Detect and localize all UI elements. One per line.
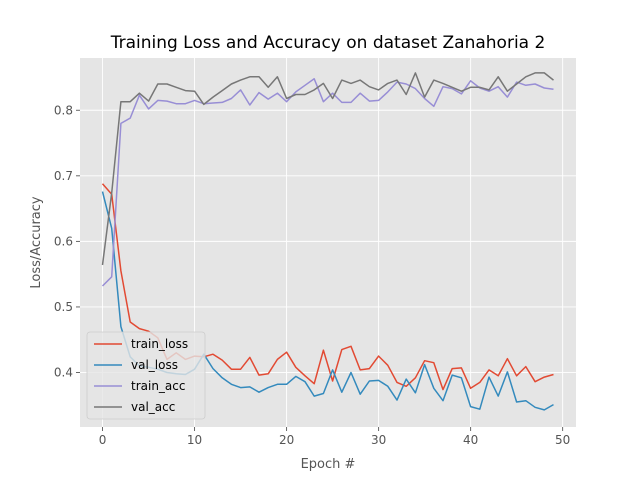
chart-title: Training Loss and Accuracy on dataset Za… bbox=[110, 33, 546, 53]
x-tick-label: 0 bbox=[99, 433, 107, 447]
series-line-val_acc bbox=[101, 72, 554, 266]
ticks: 0 10 20 30 40 50 0.4 0.5 0.6 0.7 0.8 bbox=[54, 103, 570, 447]
x-tick-label: 50 bbox=[555, 433, 570, 447]
y-tick-label: 0.8 bbox=[54, 103, 73, 117]
legend-box bbox=[86, 331, 206, 420]
legend-label-train_acc: train_acc bbox=[131, 379, 185, 393]
y-tick-label: 0.7 bbox=[54, 169, 73, 183]
legend: train_loss val_loss train_acc val_acc bbox=[86, 331, 206, 420]
y-tick-label: 0.6 bbox=[54, 234, 73, 248]
x-tick-label: 10 bbox=[187, 433, 202, 447]
y-axis-label: Loss/Accuracy bbox=[29, 196, 44, 289]
y-tick-label: 0.4 bbox=[54, 366, 73, 380]
x-tick-label: 40 bbox=[463, 433, 478, 447]
x-axis-label: Epoch # bbox=[301, 457, 356, 472]
legend-label-val_acc: val_acc bbox=[131, 400, 175, 414]
legend-label-val_loss: val_loss bbox=[131, 358, 178, 372]
x-tick-label: 20 bbox=[279, 433, 294, 447]
x-tick-label: 30 bbox=[371, 433, 386, 447]
legend-label-train_loss: train_loss bbox=[131, 337, 188, 351]
y-tick-label: 0.5 bbox=[54, 300, 73, 314]
